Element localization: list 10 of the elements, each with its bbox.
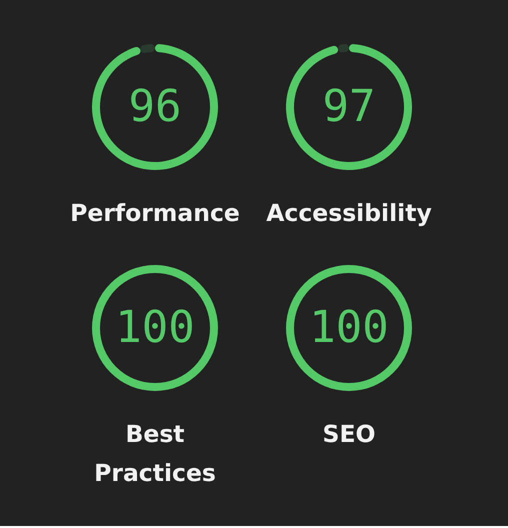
data-label: 96 [128,81,182,132]
text: Performance [70,199,240,227]
donut-slice [140,44,155,53]
donut-slice [338,44,349,52]
text: SEO [322,420,376,448]
data-label: 97 [322,81,376,132]
data-label: 100 [115,302,195,353]
text: Accessibility [266,199,432,227]
data-label: 100 [309,302,389,353]
text: Best Practices [94,420,216,487]
